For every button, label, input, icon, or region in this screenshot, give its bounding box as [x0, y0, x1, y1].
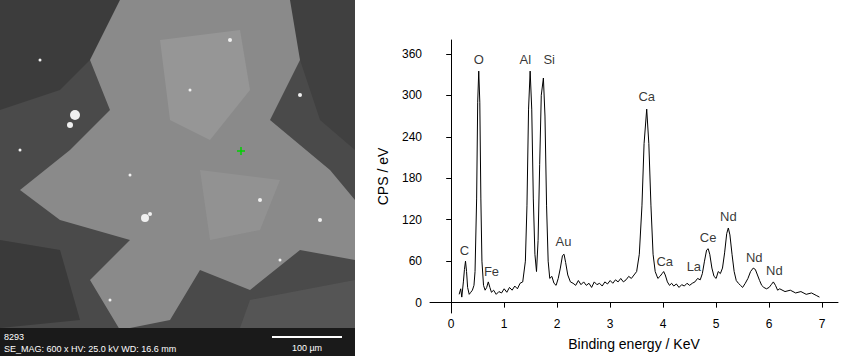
svg-text:8293: 8293 — [4, 332, 24, 342]
svg-text:60: 60 — [409, 254, 423, 268]
svg-text:240: 240 — [402, 130, 422, 144]
svg-text:Ce: Ce — [700, 230, 717, 245]
svg-text:Binding energy / KeV: Binding energy / KeV — [568, 336, 700, 352]
svg-text:3: 3 — [607, 317, 614, 331]
svg-text:La: La — [687, 259, 702, 274]
svg-text:Ca: Ca — [656, 254, 673, 269]
svg-text:Al: Al — [520, 52, 532, 67]
svg-text:1: 1 — [501, 317, 508, 331]
svg-text:5: 5 — [713, 317, 720, 331]
svg-text:O: O — [474, 52, 484, 67]
svg-text:SE_MAG: 600 x HV: 25.0 kV WD:: SE_MAG: 600 x HV: 25.0 kV WD: 16.6 mm — [4, 344, 176, 354]
svg-text:7: 7 — [819, 317, 826, 331]
svg-text:6: 6 — [766, 317, 773, 331]
svg-text:2: 2 — [554, 317, 561, 331]
svg-text:0: 0 — [415, 296, 422, 310]
svg-text:C: C — [460, 243, 469, 258]
svg-text:120: 120 — [402, 213, 422, 227]
svg-text:Nd: Nd — [720, 209, 737, 224]
svg-text:Ca: Ca — [638, 89, 655, 104]
svg-text:0: 0 — [448, 317, 455, 331]
svg-text:360: 360 — [402, 47, 422, 61]
svg-text:4: 4 — [660, 317, 667, 331]
svg-text:CPS / eV: CPS / eV — [375, 147, 391, 205]
svg-text:Fe: Fe — [484, 264, 499, 279]
svg-text:300: 300 — [402, 88, 422, 102]
svg-text:Si: Si — [543, 52, 555, 67]
svg-text:180: 180 — [402, 171, 422, 185]
svg-text:Nd: Nd — [766, 263, 783, 278]
svg-text:Au: Au — [556, 234, 572, 249]
svg-text:Nd: Nd — [746, 250, 763, 265]
svg-text:100 µm: 100 µm — [292, 343, 322, 353]
